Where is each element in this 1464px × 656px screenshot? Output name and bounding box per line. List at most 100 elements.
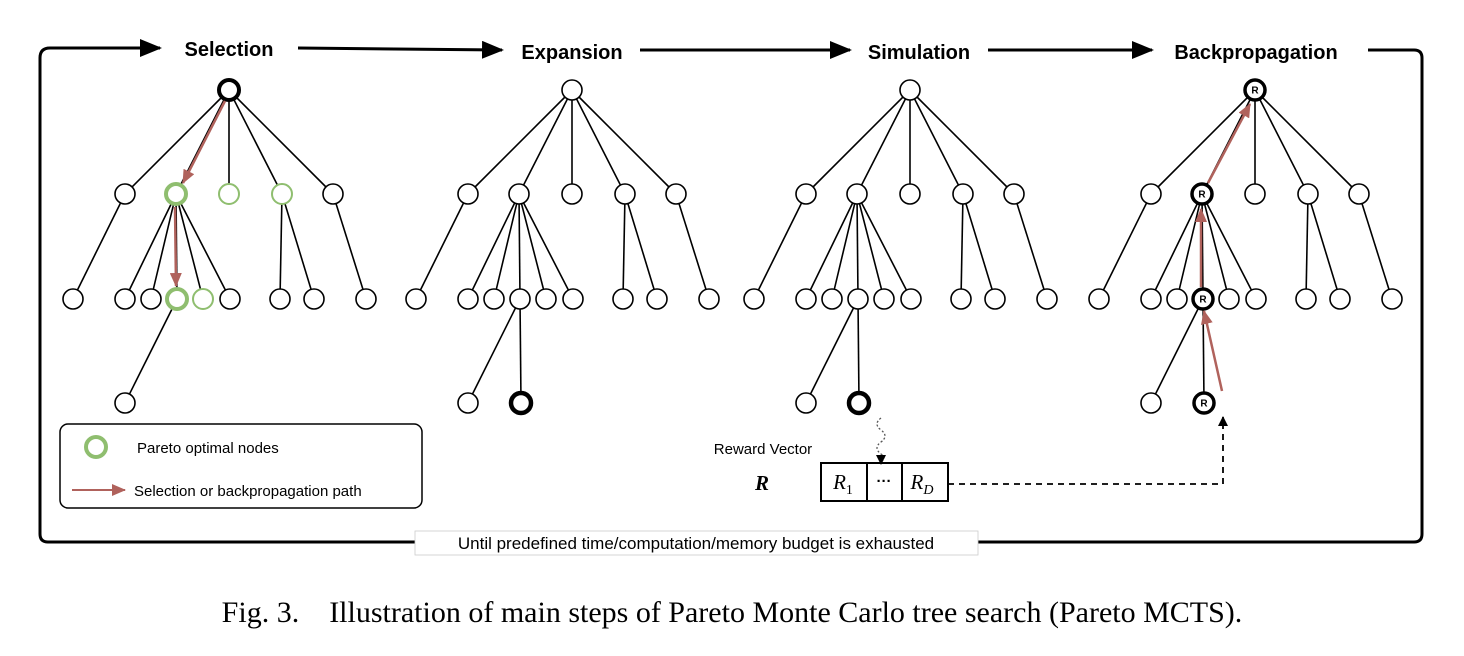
tree-node [114, 288, 136, 310]
pareto-node [165, 287, 189, 311]
flow-arrows [38, 39, 1154, 59]
expanded-node [508, 390, 534, 416]
tree-node [1140, 183, 1162, 205]
tree-edge [415, 193, 469, 300]
tree-node [62, 288, 84, 310]
tree-node [795, 288, 817, 310]
tree-edge [1098, 193, 1152, 300]
backprop-path [1195, 103, 1252, 392]
tree-node [899, 79, 921, 101]
mcts-diagram: Selection Expansion Simulation Backpropa… [38, 39, 1424, 556]
tree-node [1348, 183, 1370, 205]
tree-edge [1013, 193, 1048, 300]
pareto-node [164, 182, 188, 206]
tree-edge [1150, 193, 1203, 300]
tree-node [1088, 288, 1110, 310]
tree-edge [856, 193, 912, 300]
tree-edge [279, 193, 283, 300]
tree-simulation [743, 79, 1058, 416]
tree-edge [175, 193, 231, 300]
reward-cell-ellipsis: ··· [877, 473, 892, 490]
tree-edge [909, 89, 964, 195]
simulated-node [846, 390, 872, 416]
pareto-node [218, 183, 240, 205]
tree-edge [1307, 193, 1341, 300]
reward-mark: R [1199, 295, 1207, 306]
tree-node [355, 288, 377, 310]
simulation-squiggle [876, 417, 886, 465]
tree-edge [831, 193, 858, 300]
tree-node [1381, 288, 1403, 310]
backprop-node [1192, 391, 1216, 415]
tree-edge [1254, 89, 1360, 195]
tree-edge [856, 193, 859, 300]
reward-mark: R [1251, 86, 1259, 97]
tree-node [483, 288, 505, 310]
tree-selection [62, 78, 377, 414]
tree-edge [962, 193, 996, 300]
loop-frame [38, 48, 1424, 544]
tree-edge [1305, 193, 1309, 300]
reward-dashed-path [948, 416, 1228, 485]
tree-edge [228, 89, 283, 195]
tree-node [743, 288, 765, 310]
tree-node [900, 288, 922, 310]
tree-edge [519, 298, 522, 404]
tree-edge [493, 193, 520, 300]
tree-edge [753, 193, 807, 300]
tree-edge [467, 298, 521, 404]
tree-edge [675, 193, 710, 300]
tree-node [665, 183, 687, 205]
tree-node [899, 183, 921, 205]
tree-node [1140, 392, 1162, 414]
tree-backpropagation: R R R R [1088, 78, 1403, 415]
reward-cell-1: R1 [832, 470, 853, 498]
reward-mark: R [1198, 190, 1206, 201]
tree-node [1140, 288, 1162, 310]
tree-node [1245, 288, 1267, 310]
backprop-node [1190, 182, 1214, 206]
tree-edge [805, 89, 911, 195]
tree-edge [175, 89, 230, 195]
tree-edge [622, 193, 626, 300]
tree-node [1218, 288, 1240, 310]
tree-edge [467, 89, 573, 195]
tree-node [562, 288, 584, 310]
tree-node [114, 183, 136, 205]
tree-node [795, 392, 817, 414]
legend-pareto-label: Pareto optimal nodes [137, 440, 279, 457]
tree-edge [1176, 193, 1203, 300]
tree-edge [571, 89, 626, 195]
legend: Pareto optimal nodes Selection or backpr… [59, 423, 423, 509]
tree-edge [571, 89, 677, 195]
tree-edge [518, 193, 521, 300]
tree-edge [332, 193, 367, 300]
tree-node [140, 288, 162, 310]
tree-node [508, 183, 530, 205]
tree-node [1297, 183, 1319, 205]
figure-caption: Fig. 3. Illustration of main steps of Pa… [221, 596, 1243, 629]
loop-label: Until predefined time/computation/memory… [458, 534, 934, 553]
tree-node [984, 288, 1006, 310]
tree-node [1166, 288, 1188, 310]
tree-node [646, 288, 668, 310]
tree-node [614, 183, 636, 205]
tree-edge [1150, 89, 1256, 195]
tree-edge [518, 89, 573, 195]
step-label-simulation: Simulation [868, 42, 970, 64]
tree-edge [1358, 193, 1393, 300]
tree-node [847, 288, 869, 310]
tree-node [457, 392, 479, 414]
tree-node [1295, 288, 1317, 310]
tree-node [219, 288, 241, 310]
tree-edge [909, 89, 1015, 195]
tree-node [795, 183, 817, 205]
tree-node [952, 183, 974, 205]
loop-label-bg [414, 530, 979, 556]
tree-edge [518, 193, 547, 300]
tree-edge [805, 193, 858, 300]
pareto-node [192, 288, 214, 310]
tree-node [1329, 288, 1351, 310]
backprop-node [1191, 287, 1215, 311]
tree-node [303, 288, 325, 310]
